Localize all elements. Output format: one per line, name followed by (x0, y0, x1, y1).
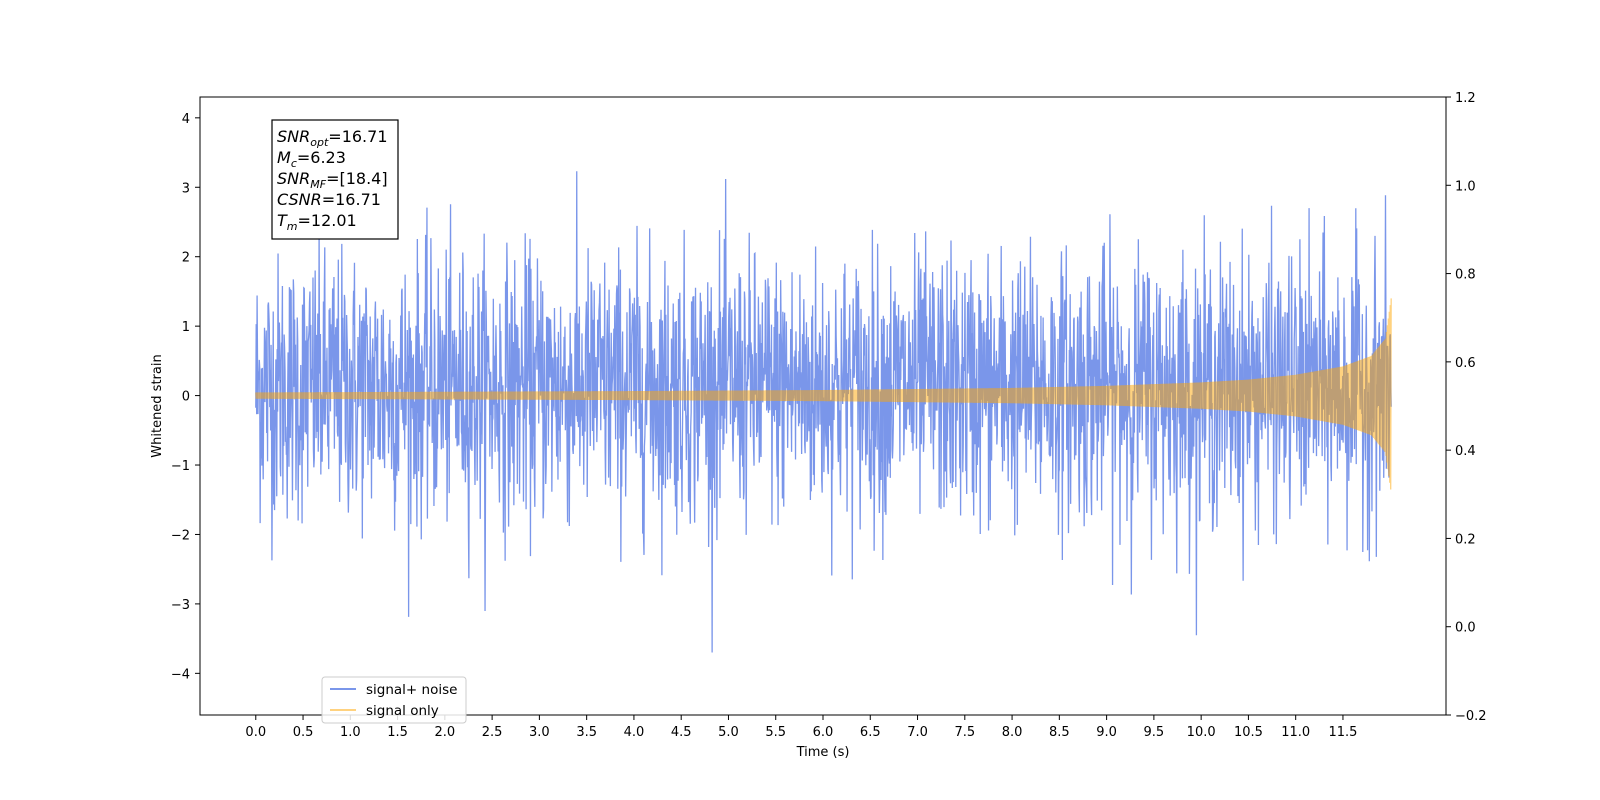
legend-label-signal-only: signal only (366, 703, 439, 719)
x-tick-label: 7.0 (907, 725, 928, 740)
series-signal-only (255, 298, 1392, 490)
x-tick-label: 0.0 (245, 725, 266, 740)
x-tick-label: 4.5 (671, 725, 692, 740)
x-tick-label: 8.0 (1002, 725, 1023, 740)
x-tick-label: 0.5 (293, 725, 314, 740)
y-tick-label: −4 (171, 667, 190, 682)
y-axis-label: Whitened strain (150, 354, 165, 457)
x-tick-label: 7.5 (954, 725, 975, 740)
x-tick-label: 1.5 (387, 725, 408, 740)
annotation-line: Mc=6.23 (277, 148, 346, 170)
y-tick-label: 0 (182, 390, 190, 405)
annotation-line: CSNR=16.71 (277, 190, 381, 209)
y-tick-label: −2 (171, 528, 190, 543)
series-signal-noise (255, 171, 1392, 653)
y-tick-label: 3 (182, 181, 190, 196)
y-tick-label: 2 (182, 251, 190, 266)
annotation-line: SNRMF=[18.4] (277, 169, 388, 191)
x-tick-label: 5.0 (718, 725, 739, 740)
y2-tick-label: 1.0 (1455, 179, 1476, 194)
y2-tick-label: 0.0 (1455, 621, 1476, 636)
y-axis-left: 4 3 2 1 0 −1 −2 −3 −4 (171, 112, 200, 682)
legend-label-signal-noise: signal+ noise (366, 682, 457, 698)
y-tick-label: −3 (171, 598, 190, 613)
annotation-line: Tm=12.01 (277, 211, 357, 233)
x-tick-label: 9.5 (1144, 725, 1165, 740)
x-tick-label: 2.5 (482, 725, 503, 740)
chart-data-layer (255, 171, 1392, 653)
x-tick-label: 8.5 (1049, 725, 1070, 740)
x-axis-label: Time (s) (796, 745, 850, 760)
y2-tick-label: −0.2 (1455, 709, 1487, 724)
annotation-line: SNRopt=16.71 (277, 127, 388, 149)
x-axis: 0.0 0.5 1.0 1.5 2.0 2.5 3.0 3.5 4.0 4.5 5.0 5.5 6.0 6… (245, 715, 1357, 740)
x-tick-label: 10.5 (1234, 725, 1263, 740)
x-tick-label: 9.0 (1096, 725, 1117, 740)
legend: signal+ noise signal only (321, 676, 467, 724)
x-tick-label: 6.5 (860, 725, 881, 740)
x-tick-label: 3.0 (529, 725, 550, 740)
annotation-lines: SNRopt=16.71Mc=6.23SNRMF=[18.4]CSNR=16.7… (277, 127, 388, 233)
x-tick-label: 2.0 (435, 725, 456, 740)
line-signal-only (255, 298, 1392, 490)
x-tick-label: 11.5 (1328, 725, 1357, 740)
x-tick-label: 5.5 (765, 725, 786, 740)
y2-tick-label: 0.6 (1455, 356, 1476, 371)
stats-annotation-box: SNRopt=16.71Mc=6.23SNRMF=[18.4]CSNR=16.7… (271, 119, 399, 240)
y2-tick-label: 0.2 (1455, 532, 1476, 547)
x-tick-label: 4.0 (624, 725, 645, 740)
annotation-frame (271, 119, 399, 240)
y2-tick-label: 1.2 (1455, 91, 1476, 106)
y-tick-label: −1 (171, 459, 190, 474)
x-tick-label: 3.5 (576, 725, 597, 740)
x-tick-label: 6.0 (813, 725, 834, 740)
y-tick-label: 4 (182, 112, 190, 127)
y2-tick-label: 0.8 (1455, 268, 1476, 283)
x-tick-label: 11.0 (1281, 725, 1310, 740)
y2-tick-label: 0.4 (1455, 444, 1476, 459)
y-tick-label: 1 (182, 320, 190, 335)
y-axis-right: 1.2 1.0 0.8 0.6 0.4 0.2 0.0 −0.2 (1446, 91, 1487, 724)
line-signal-noise (255, 171, 1392, 653)
legend-frame (321, 676, 467, 724)
x-tick-label: 1.0 (340, 725, 361, 740)
x-tick-label: 10.0 (1187, 725, 1216, 740)
